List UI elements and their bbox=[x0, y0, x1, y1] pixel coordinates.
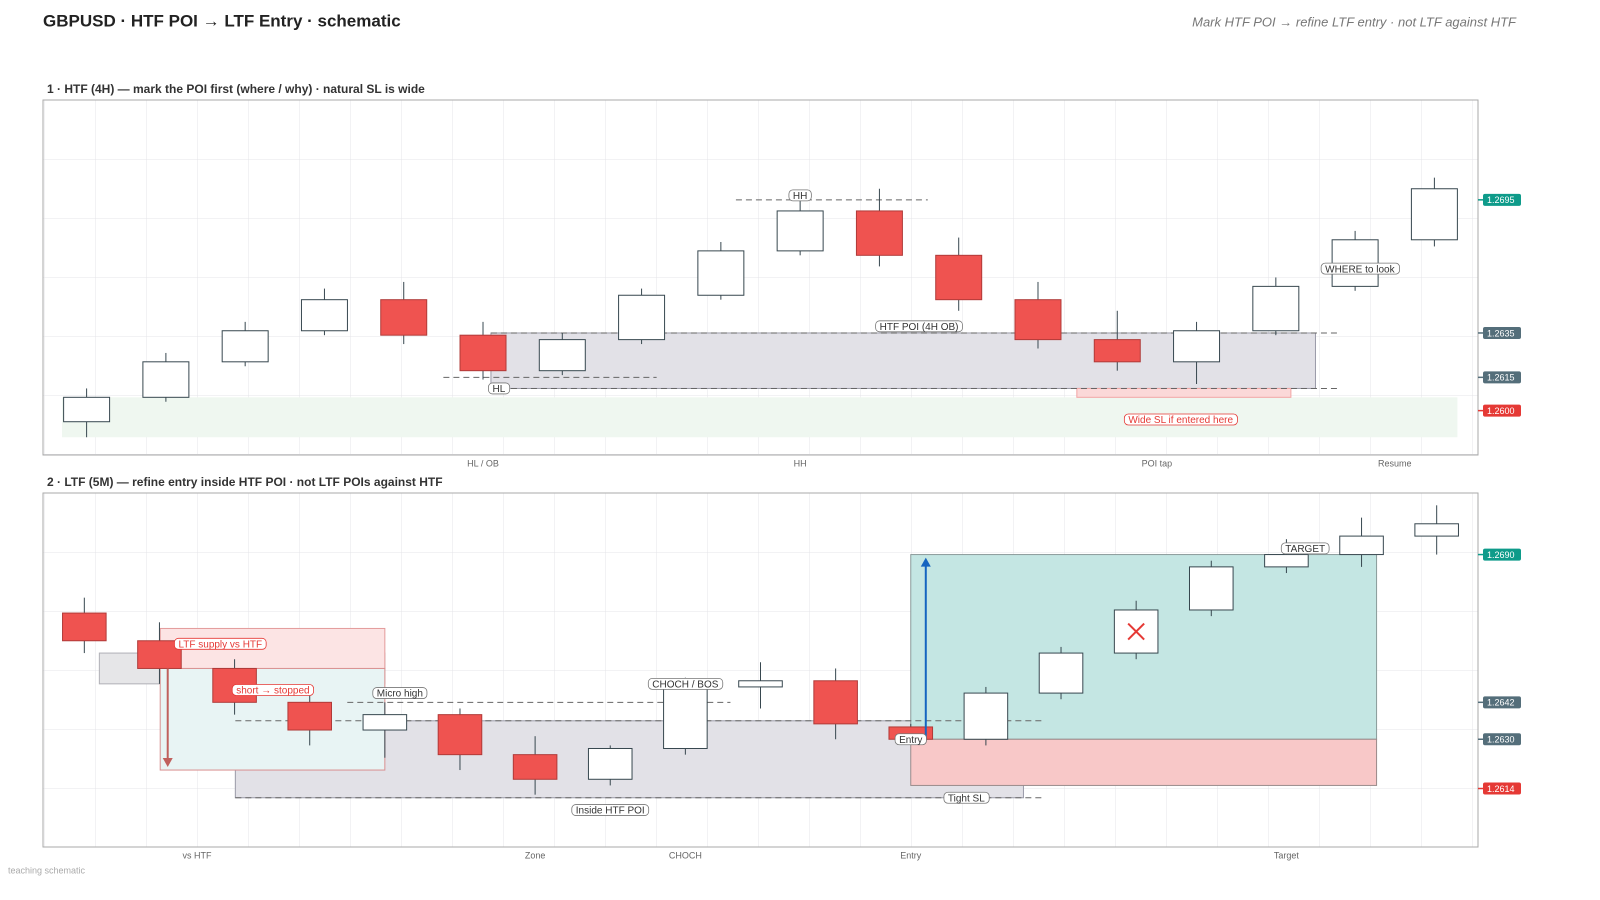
candle-body bbox=[512, 754, 558, 780]
candle-body bbox=[437, 714, 483, 756]
candle-body bbox=[1038, 652, 1084, 694]
price-tag-label: 1.2614 bbox=[1487, 784, 1515, 794]
candle-body bbox=[776, 210, 824, 252]
x-tick-label: HL / OB bbox=[467, 458, 499, 468]
candle-body bbox=[1093, 339, 1141, 363]
candle-body bbox=[362, 714, 408, 731]
footer: teaching schematic bbox=[8, 865, 86, 875]
price-tag-label: 1.2690 bbox=[1487, 550, 1515, 560]
candle-body bbox=[855, 210, 903, 256]
price-tag-label: 1.2630 bbox=[1487, 735, 1515, 745]
price-tag bbox=[1483, 548, 1521, 561]
candle-body bbox=[287, 701, 333, 731]
price-tag-label: 1.2600 bbox=[1487, 406, 1515, 416]
annotation-label: HH bbox=[793, 191, 807, 202]
annotation-label: short → stopped bbox=[236, 686, 309, 697]
price-tag bbox=[1483, 193, 1521, 206]
candle-body bbox=[1339, 535, 1384, 556]
label-box bbox=[943, 791, 990, 804]
price-tag bbox=[1483, 404, 1521, 417]
price-tag-label: 1.2615 bbox=[1487, 373, 1515, 383]
x-tick-label: Entry bbox=[900, 850, 922, 860]
annotation-label: WHERE to look bbox=[1325, 264, 1395, 275]
candle-body bbox=[1173, 330, 1221, 363]
candle-body bbox=[137, 640, 182, 669]
price-tag bbox=[1483, 371, 1521, 384]
candle-body bbox=[1252, 285, 1300, 332]
candle-body bbox=[935, 254, 983, 301]
candle-body bbox=[538, 339, 586, 372]
label-box bbox=[875, 320, 963, 333]
zone bbox=[62, 397, 1458, 438]
label-box bbox=[1123, 413, 1238, 426]
annotation-label: CHOCH / BOS bbox=[652, 679, 718, 690]
candle-body bbox=[618, 294, 666, 341]
candle-body bbox=[813, 680, 858, 725]
label-box bbox=[788, 189, 812, 202]
panel-title: 2 · LTF (5M) — refine entry inside HTF P… bbox=[47, 475, 443, 489]
candle-body bbox=[697, 250, 745, 296]
zone bbox=[910, 738, 1378, 786]
price-tag-label: 1.2642 bbox=[1487, 698, 1515, 708]
candle-body bbox=[142, 361, 190, 398]
x-tick-label: Target bbox=[1274, 850, 1300, 860]
price-tag-label: 1.2695 bbox=[1487, 195, 1515, 205]
annotation-label: HL bbox=[492, 384, 505, 395]
candle-body bbox=[300, 299, 348, 332]
label-box bbox=[571, 804, 650, 816]
zone bbox=[1076, 387, 1292, 398]
cross-mark bbox=[1127, 622, 1145, 641]
annotation-label: TARGET bbox=[1285, 544, 1325, 555]
annotation-label: Tight SL bbox=[948, 793, 985, 804]
price-tag bbox=[1483, 326, 1521, 339]
candle-body bbox=[663, 686, 708, 749]
annotation-label: Entry bbox=[899, 735, 922, 746]
label-box bbox=[894, 733, 927, 746]
x-tick-label: HH bbox=[794, 458, 807, 468]
x-tick-label: Resume bbox=[1378, 458, 1412, 468]
price-tag-label: 1.2635 bbox=[1487, 328, 1515, 338]
arrow-head bbox=[920, 557, 931, 567]
price-tag bbox=[1483, 696, 1521, 709]
x-tick-label: vs HTF bbox=[183, 850, 212, 860]
candle-body bbox=[63, 396, 111, 423]
label-box bbox=[174, 637, 267, 650]
annotation-label: Micro high bbox=[377, 689, 423, 700]
zone bbox=[159, 667, 386, 771]
x-tick-label: POI tap bbox=[1142, 458, 1173, 468]
candle-body bbox=[963, 692, 1009, 740]
annotation-label: Wide SL if entered here bbox=[1128, 415, 1233, 426]
candle-body bbox=[1264, 554, 1309, 568]
candle-body bbox=[738, 680, 783, 688]
candle-body bbox=[1414, 523, 1459, 537]
price-tag bbox=[1483, 733, 1521, 746]
label-box bbox=[647, 677, 724, 690]
candle-body bbox=[587, 747, 633, 780]
x-tick-label: Zone bbox=[525, 850, 546, 860]
label-box bbox=[372, 687, 428, 699]
page-title: GBPUSD · HTF POI → LTF Entry · schematic bbox=[43, 11, 401, 30]
price-tag bbox=[1483, 782, 1521, 795]
candle-body bbox=[1188, 566, 1234, 611]
candle-body bbox=[459, 334, 507, 372]
label-box bbox=[488, 382, 511, 395]
annotation-label: Inside HTF POI bbox=[576, 806, 645, 817]
candle-body bbox=[62, 612, 107, 642]
candle-body bbox=[221, 330, 269, 363]
page-subtitle: Mark HTF POI → refine LTF entry · not LT… bbox=[1192, 14, 1517, 29]
annotation-label: HTF POI (4H OB) bbox=[880, 322, 959, 333]
label-box bbox=[1280, 542, 1330, 555]
candle-body bbox=[1410, 188, 1458, 241]
arrow-head bbox=[162, 757, 173, 767]
panel-frame bbox=[42, 492, 1479, 848]
label-box bbox=[231, 684, 314, 696]
panel-frame bbox=[42, 99, 1479, 456]
annotation-label: LTF supply vs HTF bbox=[178, 639, 262, 650]
label-box bbox=[1320, 262, 1400, 275]
panel-title: 1 · HTF (4H) — mark the POI first (where… bbox=[47, 82, 425, 96]
candle-body bbox=[1014, 299, 1062, 341]
x-tick-label: CHOCH bbox=[669, 850, 702, 860]
candle-body bbox=[380, 299, 428, 336]
